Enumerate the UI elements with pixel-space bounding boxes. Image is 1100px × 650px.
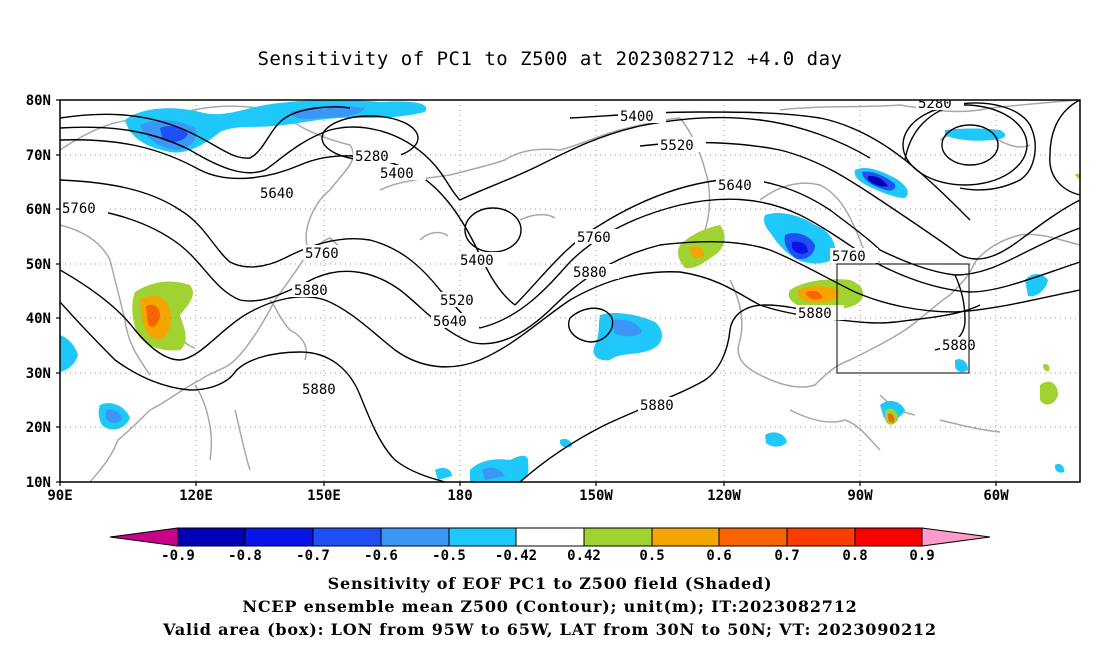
colorbar-segment: [312, 527, 382, 547]
colorbar-label: 0.9: [909, 548, 934, 564]
contour-label-5880: 5880: [573, 265, 607, 281]
colorbar-label: -0.7: [296, 548, 330, 564]
colorbar-segment: [380, 527, 450, 547]
colorbar-segment: [177, 527, 246, 547]
lon-label: 150W: [579, 488, 613, 504]
lat-label: 20N: [26, 420, 51, 436]
lat-label: 60N: [26, 202, 51, 218]
colorbar-label: -0.6: [364, 548, 398, 564]
contour-label-5760: 5760: [832, 249, 866, 265]
colorbar-segment: [854, 527, 923, 547]
colorbar-label: 0.7: [774, 548, 799, 564]
contour-label-5520: 5520: [440, 293, 474, 309]
colorbar-segment: [515, 527, 585, 547]
colorbar: [109, 527, 991, 547]
contour-label-5880: 5880: [798, 306, 832, 322]
lon-label: 60W: [983, 488, 1009, 504]
caption-shading: Sensitivity of EOF PC1 to Z500 field (Sh…: [327, 574, 773, 593]
caption-valid-area: Valid area (box): LON from 95W to 65W, L…: [163, 620, 937, 639]
lon-label: 180: [447, 488, 472, 504]
contour-label-5640: 5640: [260, 186, 294, 202]
colorbar-label: -0.9: [161, 548, 195, 564]
axis-ticks: [56, 99, 997, 486]
colorbar-label: 0.42: [567, 548, 601, 564]
colorbar-label: -0.42: [495, 548, 537, 564]
colorbar-label: 0.6: [706, 548, 731, 564]
lat-lon-grid: [60, 100, 1080, 482]
contour-label-5400: 5400: [620, 109, 654, 125]
colorbar-cap-high: [921, 527, 991, 547]
valid-area-box: [836, 263, 970, 374]
colorbar-label: -0.8: [228, 548, 262, 564]
colorbar-segment: [583, 527, 653, 547]
plot-frame: [59, 99, 1081, 483]
contour-label-5880: 5880: [942, 338, 976, 354]
colorbar-segment: [651, 527, 720, 547]
contour-label-5520: 5520: [660, 138, 694, 154]
contour-label-5280: 5280: [355, 149, 389, 165]
sensitivity-shading: [60, 100, 1080, 482]
contour-label-5880: 5880: [294, 283, 328, 299]
contour-5280-low-arctic: [902, 104, 1028, 186]
lat-label: 50N: [26, 257, 51, 273]
colorbar-segment: [786, 527, 856, 547]
lon-label: 150E: [307, 488, 341, 504]
z500-contours: [60, 100, 1080, 482]
colorbar-label: -0.5: [432, 548, 466, 564]
contour-label-5760: 5760: [305, 246, 339, 262]
contour-label-5880: 5880: [302, 382, 336, 398]
lon-label: 120E: [179, 488, 213, 504]
contour-label-5880: 5880: [640, 398, 674, 414]
lon-label: 90W: [847, 488, 873, 504]
colorbar-segment: [448, 527, 517, 547]
lon-label: 90E: [47, 488, 72, 504]
contour-label-5640: 5640: [433, 314, 467, 330]
lat-label: 80N: [26, 93, 51, 109]
lat-label: 70N: [26, 148, 51, 164]
colorbar-label: 0.5: [639, 548, 664, 564]
lat-label: 40N: [26, 311, 51, 327]
lat-label: 10N: [26, 475, 51, 491]
lat-label: 30N: [26, 366, 51, 382]
contour-label-5640: 5640: [718, 178, 752, 194]
contour-label-5400: 5400: [380, 166, 414, 182]
caption-contour: NCEP ensemble mean Z500 (Contour); unit(…: [242, 597, 858, 616]
contour-label-5760: 5760: [577, 230, 611, 246]
colorbar-cap-low: [109, 527, 179, 547]
colorbar-segment: [718, 527, 788, 547]
contour-label-5760: 5760: [62, 201, 96, 217]
colorbar-label: 0.8: [842, 548, 867, 564]
contour-label-5400: 5400: [460, 253, 494, 269]
colorbar-segment: [244, 527, 314, 547]
contour-label-5280: 5280: [918, 96, 952, 112]
lon-label: 120W: [707, 488, 741, 504]
map-title: Sensitivity of PC1 to Z500 at 2023082712…: [257, 48, 843, 70]
